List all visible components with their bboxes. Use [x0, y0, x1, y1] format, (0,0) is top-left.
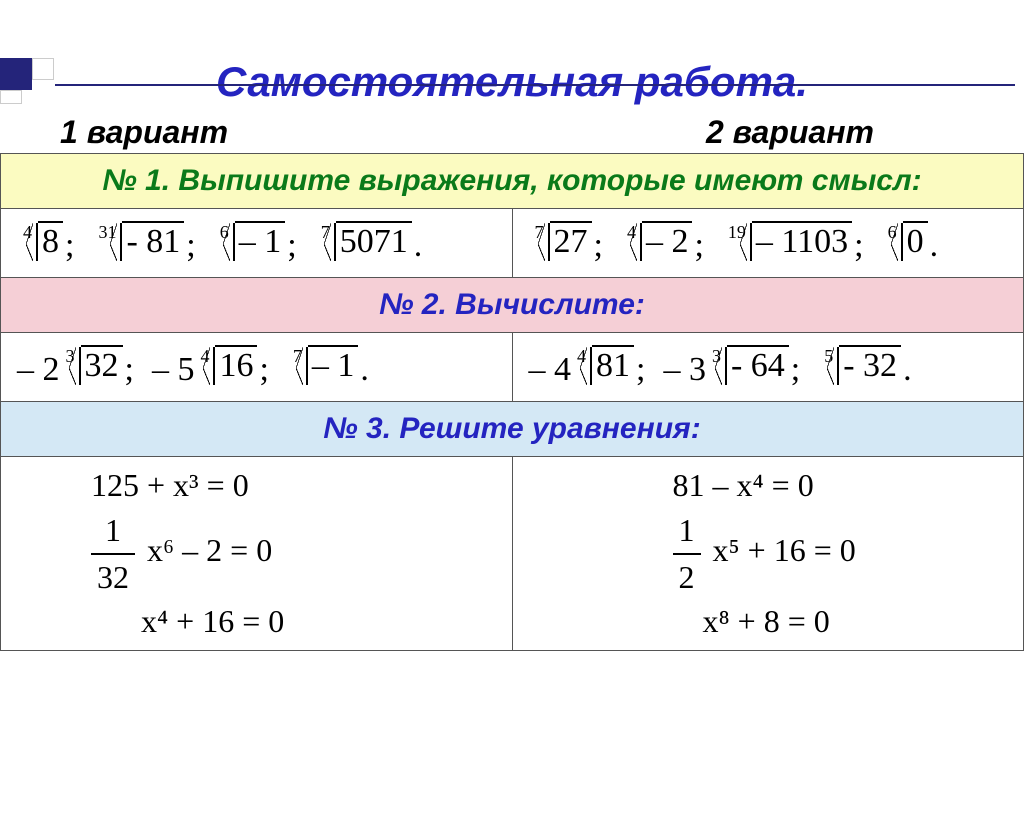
task-3-variant-1: 125 + x³ = 0 1 32 x⁶ – 2 = 0 x⁴ + 16 = 0 — [1, 457, 513, 651]
task-2-variant-2: – 4481;– 33- 64;5- 32. — [512, 333, 1024, 402]
nth-root: 60 — [882, 221, 928, 261]
nth-root: 481 — [571, 345, 634, 385]
task-3-header: № 3. Решите уравнения: — [1, 402, 1024, 457]
nth-root: 4– 2 — [621, 221, 693, 261]
nth-root: 6– 1 — [214, 221, 286, 261]
nth-root: 7– 1 — [287, 345, 359, 385]
page-title: Самостоятельная работа. — [0, 58, 1024, 106]
equation: 1 2 x⁵ + 16 = 0 — [673, 508, 1014, 600]
equation: 81 – x⁴ = 0 — [673, 463, 1014, 508]
variant-2-label: 2 вариант — [706, 114, 964, 151]
equation: 125 + x³ = 0 — [91, 463, 502, 508]
corner-decoration — [0, 58, 90, 108]
task-1-variant-1: 48;31- 81;6– 1;75071. — [1, 209, 513, 278]
nth-root: 5- 32 — [818, 345, 901, 385]
worksheet-table: № 1. Выпишите выражения, которые имеют с… — [0, 153, 1024, 651]
variant-1-label: 1 вариант — [60, 114, 228, 151]
task-3-variant-2: 81 – x⁴ = 0 1 2 x⁵ + 16 = 0 x⁸ + 8 = 0 — [512, 457, 1024, 651]
variant-labels: 1 вариант 2 вариант — [0, 114, 1024, 151]
nth-root: 332 — [60, 345, 123, 385]
nth-root: 3- 64 — [706, 345, 789, 385]
nth-root: 75071 — [315, 221, 412, 261]
equation: x⁸ + 8 = 0 — [673, 599, 1014, 644]
task-2-variant-1: – 2332;– 5416;7– 1. — [1, 333, 513, 402]
nth-root: 416 — [194, 345, 257, 385]
nth-root: 19– 1103 — [722, 221, 852, 261]
equation: x⁴ + 16 = 0 — [91, 599, 502, 644]
fraction: 1 32 — [91, 508, 135, 600]
nth-root: 727 — [529, 221, 592, 261]
task-1-variant-2: 727;4– 2;19– 1103;60. — [512, 209, 1024, 278]
task-1-header: № 1. Выпишите выражения, которые имеют с… — [1, 154, 1024, 209]
nth-root: 31- 81 — [92, 221, 184, 261]
equation: 1 32 x⁶ – 2 = 0 — [91, 508, 502, 600]
fraction: 1 2 — [673, 508, 701, 600]
task-2-header: № 2. Вычислите: — [1, 278, 1024, 333]
nth-root: 48 — [17, 221, 63, 261]
